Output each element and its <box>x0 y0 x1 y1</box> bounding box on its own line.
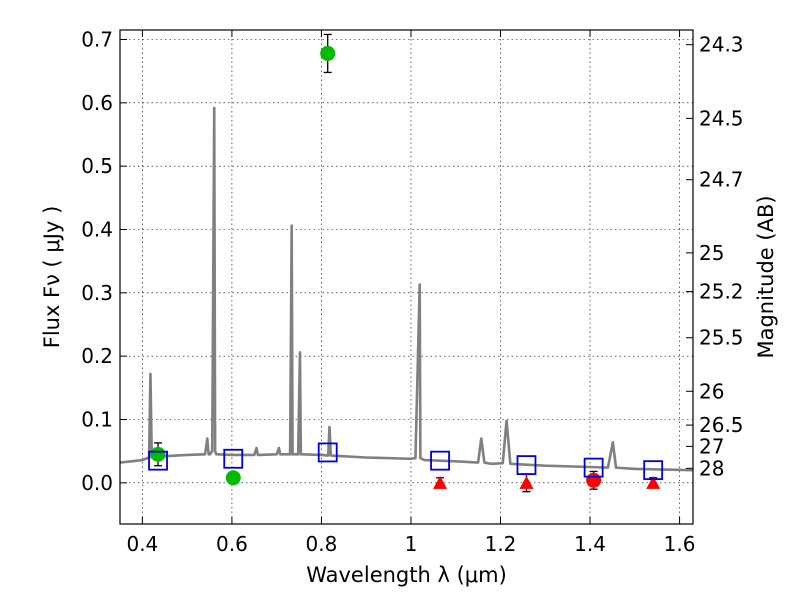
x-tick-label: 1.6 <box>664 532 696 556</box>
y-axis-label: Flux Fν ( μJy ) <box>40 206 64 349</box>
y2-axis-label: Magnitude (AB) <box>754 195 778 358</box>
data-point <box>150 446 166 462</box>
data-point <box>586 472 602 488</box>
y2-tick-label: 25.5 <box>699 326 744 350</box>
y2-tick-label: 24.7 <box>699 168 744 192</box>
y-tick-label: 0.6 <box>81 91 113 115</box>
y-tick-label: 0.3 <box>81 281 113 305</box>
y-tick-label: 0.1 <box>81 408 113 432</box>
x-axis-label: Wavelength λ (μm) <box>306 563 507 587</box>
y2-tick-label: 24.3 <box>699 33 744 57</box>
y-tick-label: 0.7 <box>81 28 113 52</box>
y-tick-label: 0.4 <box>81 218 113 242</box>
y-tick-label: 0.2 <box>81 344 113 368</box>
y2-tick-label: 25.2 <box>699 280 744 304</box>
y2-tick-label: 28 <box>699 456 724 480</box>
upper-limit-marker <box>646 475 661 489</box>
y-tick-label: 0.5 <box>81 154 113 178</box>
model-spectrum-line <box>119 106 694 472</box>
y2-tick-label: 26.5 <box>699 413 744 437</box>
x-tick-label: 1.4 <box>574 532 606 556</box>
upper-limit-marker <box>519 475 534 489</box>
axis-ticks: 0.4 0.6 0.8 1 1.2 1.4 1.6 0.0 0.1 0.2 0.3 0.4 0.5 0.6… <box>81 28 743 557</box>
x-tick-label: 0.8 <box>306 532 338 556</box>
model-flux-marker <box>223 448 244 469</box>
y-tick-label: 0.0 <box>81 471 113 495</box>
model-flux-marker <box>430 450 450 471</box>
photometry-points <box>148 33 664 493</box>
model-flux-marker <box>516 455 537 476</box>
y2-tick-label: 24.5 <box>699 106 744 130</box>
upper-limit-marker <box>433 475 448 489</box>
x-tick-label: 1 <box>405 532 418 556</box>
y2-tick-label: 27 <box>699 434 724 458</box>
model-flux-marker <box>583 457 604 478</box>
y2-tick-label: 25 <box>699 241 724 265</box>
data-point <box>225 470 241 486</box>
plot-frame <box>119 29 694 525</box>
y2-tick-label: 26 <box>699 379 724 403</box>
x-tick-label: 0.4 <box>126 532 158 556</box>
model-flux-marker <box>148 450 168 471</box>
data-point <box>320 45 336 61</box>
model-flux-marker <box>643 460 664 481</box>
x-tick-label: 0.6 <box>216 532 248 556</box>
model-spectrum <box>119 106 694 472</box>
model-flux-marker <box>317 442 338 463</box>
x-tick-label: 1.2 <box>485 532 517 556</box>
